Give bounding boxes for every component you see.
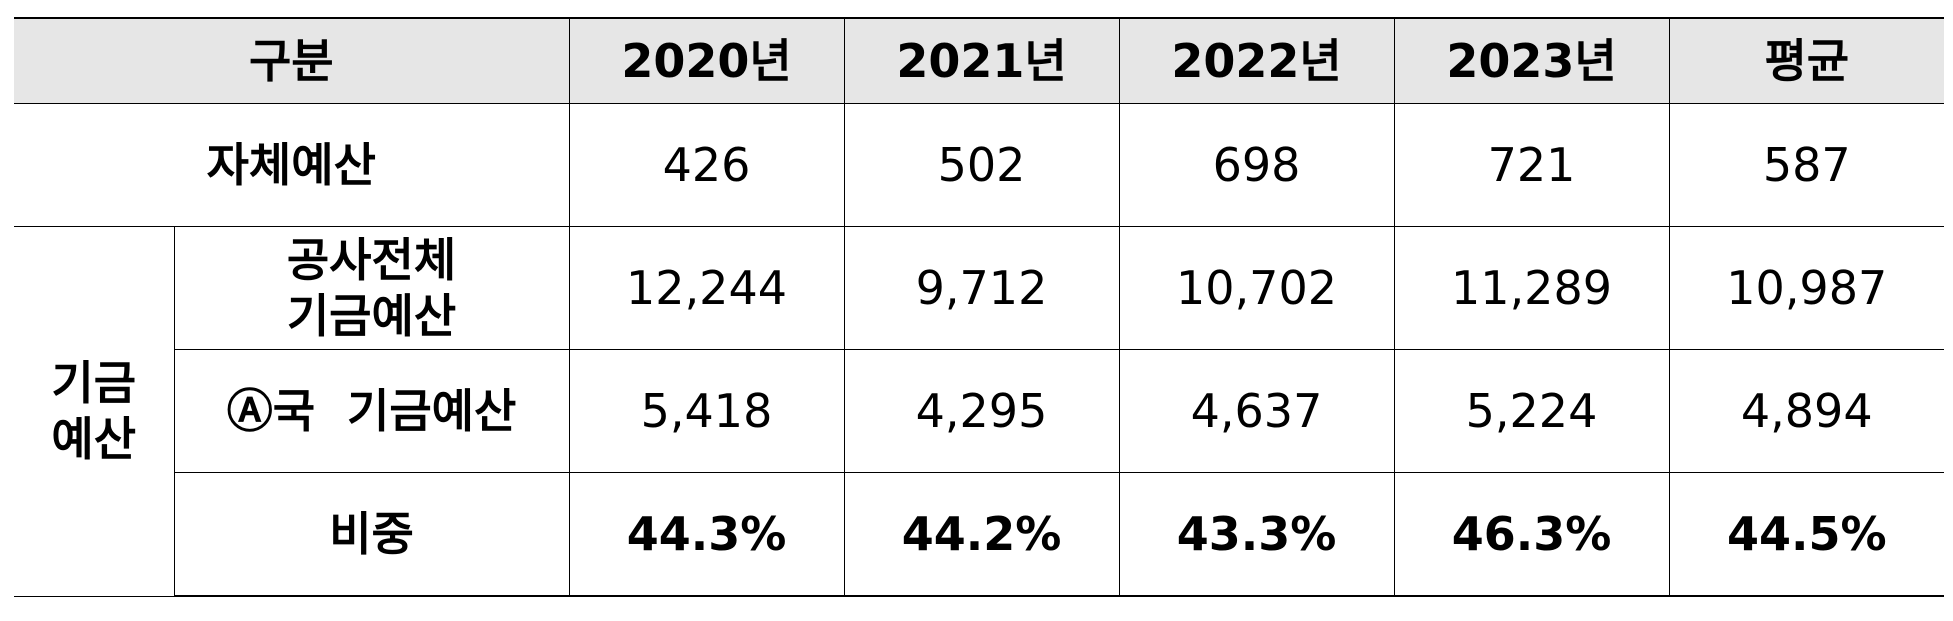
corp-total-fund-label-line2: 기금예산 bbox=[286, 289, 457, 343]
corp-total-fund-2021: 9,712 bbox=[843, 226, 1120, 350]
dept-a-fund-2020: 5,418 bbox=[568, 349, 845, 473]
corp-total-fund-2022: 10,702 bbox=[1118, 226, 1395, 350]
corp-total-fund-average: 10,987 bbox=[1668, 226, 1945, 350]
dept-a-fund-2023: 5,224 bbox=[1393, 349, 1670, 473]
corp-total-fund-label-line1: 공사전체 bbox=[286, 233, 457, 287]
ratio-row: 비중 44.3% 44.2% 43.3% 46.3% 44.5% bbox=[14, 472, 1945, 597]
dept-a-fund-row: Ⓐ국 기금예산 5,418 4,295 4,637 5,224 4,894 bbox=[14, 349, 1945, 473]
own-budget-average: 587 bbox=[1668, 103, 1945, 227]
own-budget-2023: 721 bbox=[1393, 103, 1670, 227]
ratio-2020: 44.3% bbox=[568, 472, 845, 597]
corp-total-fund-label: 공사전체 기금예산 bbox=[173, 226, 570, 350]
ratio-2021: 44.2% bbox=[843, 472, 1120, 597]
corp-total-fund-2020: 12,244 bbox=[568, 226, 845, 350]
own-budget-2021: 502 bbox=[843, 103, 1120, 227]
header-year-2023: 2023년 bbox=[1393, 17, 1670, 104]
own-budget-2022: 698 bbox=[1118, 103, 1395, 227]
fund-budget-group-line2: 예산 bbox=[51, 412, 137, 467]
corp-total-fund-row: 기금 예산 공사전체 기금예산 12,244 9,712 10,702 11,2… bbox=[14, 226, 1945, 597]
header-year-2020: 2020년 bbox=[568, 17, 845, 104]
header-category: 구분 bbox=[14, 17, 570, 104]
ratio-label: 비중 bbox=[173, 472, 570, 597]
own-budget-2020: 426 bbox=[568, 103, 845, 227]
ratio-2023: 46.3% bbox=[1393, 472, 1670, 597]
ratio-2022: 43.3% bbox=[1118, 472, 1395, 597]
own-budget-row: 자체예산 426 502 698 721 587 bbox=[14, 103, 1945, 227]
dept-a-fund-average: 4,894 bbox=[1668, 349, 1945, 473]
header-row: 구분 2020년 2021년 2022년 2023년 평균 bbox=[14, 17, 1945, 104]
dept-a-fund-2021: 4,295 bbox=[843, 349, 1120, 473]
budget-table: 구분 2020년 2021년 2022년 2023년 평균 자체예산 426 5… bbox=[14, 17, 1945, 597]
ratio-average: 44.5% bbox=[1668, 472, 1945, 597]
dept-a-fund-2022: 4,637 bbox=[1118, 349, 1395, 473]
fund-budget-group-label: 기금 예산 bbox=[14, 226, 175, 597]
fund-budget-group-line1: 기금 bbox=[51, 356, 137, 411]
corp-total-fund-2023: 11,289 bbox=[1393, 226, 1670, 350]
header-year-2022: 2022년 bbox=[1118, 17, 1395, 104]
header-average: 평균 bbox=[1668, 17, 1945, 104]
dept-a-fund-label: Ⓐ국 기금예산 bbox=[173, 349, 570, 473]
own-budget-label: 자체예산 bbox=[14, 103, 570, 227]
header-year-2021: 2021년 bbox=[843, 17, 1120, 104]
